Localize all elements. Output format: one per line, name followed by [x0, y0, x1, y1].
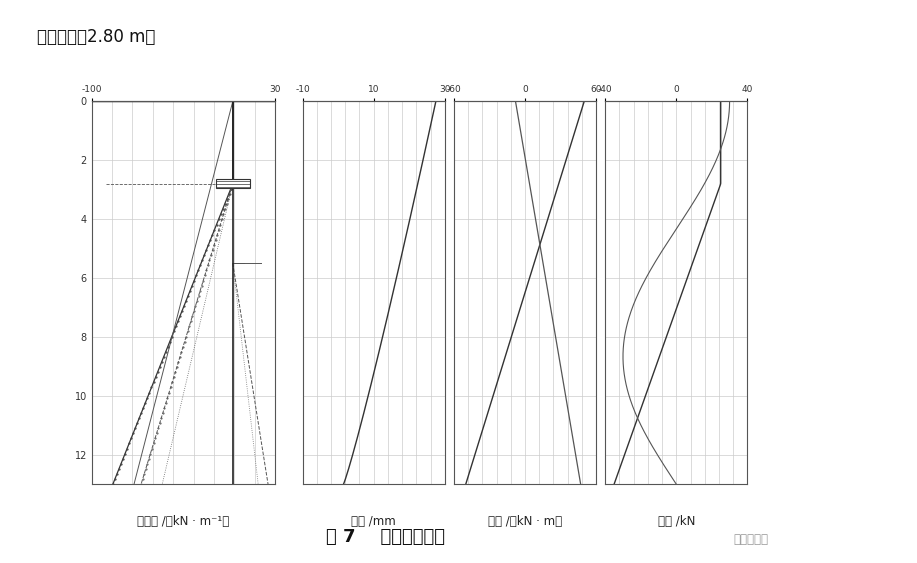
Text: 加刚性铰（2.80 m）: 加刚性铰（2.80 m） — [37, 28, 155, 46]
Text: 剪力 /kN: 剪力 /kN — [657, 515, 695, 528]
Text: 拉森钢板桩: 拉森钢板桩 — [734, 533, 768, 546]
Text: 土压力 /（kN · m⁻¹）: 土压力 /（kN · m⁻¹） — [138, 515, 229, 528]
Text: 弯矩 /（kN · m）: 弯矩 /（kN · m） — [488, 515, 562, 528]
Text: 图 7    工况二受力图: 图 7 工况二受力图 — [326, 528, 445, 546]
Polygon shape — [215, 180, 249, 188]
Text: 位移 /mm: 位移 /mm — [351, 515, 396, 528]
